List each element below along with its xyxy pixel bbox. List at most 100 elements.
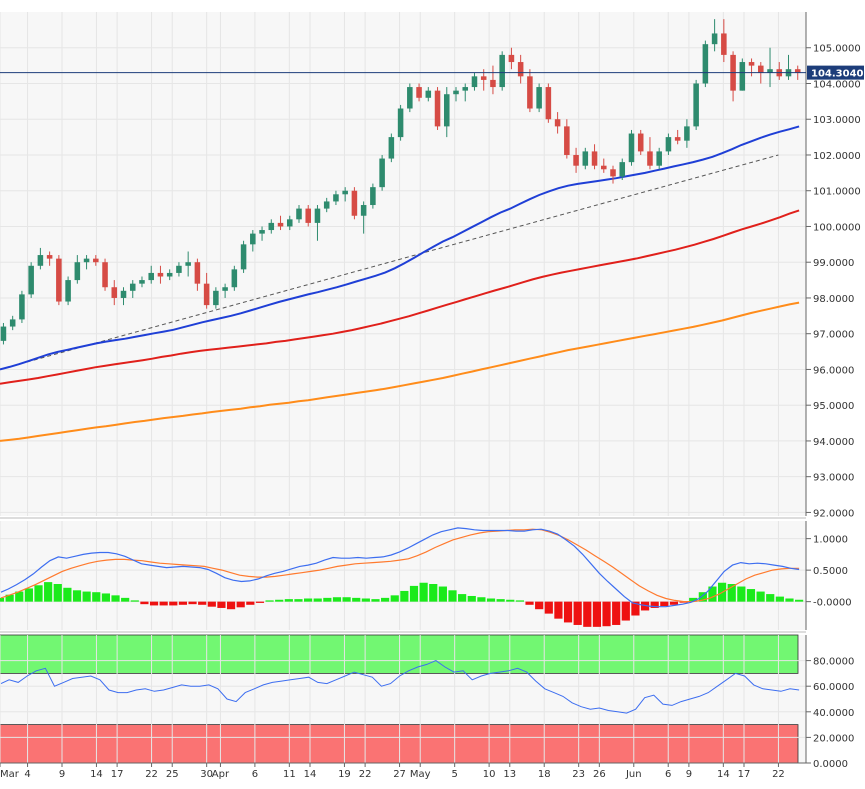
sma-55-line — [0, 125, 800, 371]
x-tick-label: 17 — [111, 769, 124, 780]
histogram-bar — [313, 598, 322, 602]
oscillator-line — [0, 527, 800, 608]
histogram-bar — [246, 601, 255, 605]
histogram-bar — [727, 584, 736, 602]
histogram-bar — [332, 597, 342, 602]
x-tick-label: 14 — [717, 769, 730, 780]
candle-body — [74, 262, 81, 281]
histogram-bar — [255, 601, 265, 603]
y-tick-label-osc: 1.0000 — [813, 535, 848, 546]
candle-body — [323, 201, 330, 209]
histogram-bar — [226, 601, 236, 610]
histogram-bar — [438, 586, 447, 602]
histogram-bar — [795, 599, 804, 602]
candle-body — [0, 326, 7, 341]
x-tick-label: 23 — [572, 769, 585, 780]
candle-body — [397, 108, 404, 138]
histogram-bar — [44, 582, 53, 602]
histogram-bar — [592, 601, 602, 627]
candle-body — [545, 87, 552, 120]
candle-body — [240, 244, 247, 270]
histogram-bar — [63, 587, 72, 602]
candle-body — [314, 208, 321, 223]
x-tick-label: 18 — [538, 769, 551, 780]
x-tick-label: Apr — [212, 769, 230, 780]
rsi-line — [0, 660, 800, 714]
x-tick-label: Jun — [625, 769, 642, 780]
candle-body — [139, 280, 145, 284]
y-tick-label-price: 95.0000 — [813, 401, 854, 412]
y-tick-label-price: 94.0000 — [813, 437, 854, 448]
candle-body — [684, 126, 690, 141]
candle-body — [665, 137, 672, 152]
histogram-bar — [159, 601, 168, 606]
trendline — [0, 154, 779, 370]
histogram-bar — [149, 601, 159, 606]
histogram-bar — [669, 601, 679, 605]
candle-body — [286, 219, 293, 227]
histogram-bar — [169, 601, 178, 606]
histogram-bar — [121, 597, 130, 602]
candle-body — [407, 87, 413, 109]
candle-body — [628, 133, 635, 163]
candle-body — [711, 33, 718, 45]
candle-body — [231, 269, 238, 288]
candle-body — [157, 272, 164, 277]
x-tick-label: 10 — [483, 769, 496, 780]
histogram-bar — [506, 599, 515, 602]
candle-body — [268, 222, 275, 231]
last-price-label: 104.3040 — [811, 69, 864, 80]
y-tick-label-rsi: 40.0000 — [813, 708, 854, 719]
histogram-bar — [409, 585, 419, 602]
histogram-bar — [140, 601, 149, 605]
x-tick-label: 11 — [283, 769, 296, 780]
histogram-bar — [621, 601, 630, 621]
y-tick-label-price: 104.0000 — [813, 79, 861, 90]
histogram-bar — [400, 590, 409, 602]
x-tick-label: 9 — [59, 769, 65, 780]
x-tick-label: 9 — [686, 769, 692, 780]
x-tick-label: 22 — [145, 769, 158, 780]
y-tick-label-rsi: 20.0000 — [813, 733, 854, 744]
y-tick-label-rsi: 0.0000 — [813, 759, 848, 770]
y-tick-label-price: 92.0000 — [813, 508, 854, 519]
y-tick-label-price: 101.0000 — [813, 187, 861, 198]
histogram-bar — [198, 601, 207, 605]
x-tick-label: 22 — [359, 769, 372, 780]
candle-body — [9, 319, 16, 327]
x-tick-label: 13 — [503, 769, 516, 780]
histogram-bar — [477, 597, 486, 602]
x-tick-label: Mar — [0, 769, 20, 780]
candle-body — [721, 33, 727, 55]
histogram-bar — [15, 591, 24, 602]
histogram-bar — [689, 597, 698, 602]
candle-body — [129, 283, 136, 291]
candle-body — [517, 62, 524, 77]
y-tick-label-price: 98.0000 — [813, 294, 854, 305]
y-tick-label-rsi: 60.0000 — [813, 682, 854, 693]
x-tick-label: 5 — [451, 769, 457, 780]
candle-body — [462, 87, 469, 91]
histogram-bar — [563, 601, 573, 623]
x-tick-label: 17 — [738, 769, 751, 780]
histogram-bar — [775, 596, 784, 602]
y-tick-label-osc: -0.0000 — [813, 598, 852, 609]
candle-body — [425, 90, 432, 98]
candle-body — [656, 151, 662, 166]
histogram-bar — [101, 593, 110, 602]
candle-body — [619, 162, 626, 177]
candle-body — [65, 280, 71, 302]
candle-body — [499, 54, 505, 88]
candle-body — [56, 258, 62, 302]
candle-body — [702, 44, 709, 84]
histogram-bar — [24, 588, 33, 602]
overbought-zone — [0, 634, 799, 674]
y-tick-label-price: 103.0000 — [813, 115, 861, 126]
candle-body — [277, 222, 284, 227]
candle-body — [342, 190, 348, 195]
x-tick-label: 30 — [200, 769, 213, 780]
x-tick-label: 4 — [24, 769, 30, 780]
candle-body — [102, 262, 108, 288]
